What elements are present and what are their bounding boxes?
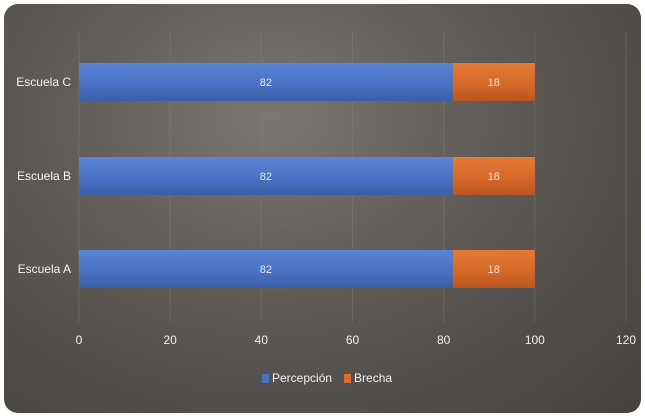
x-tick-label: 0 (76, 333, 83, 347)
stacked-bar-chart: 0 20 40 60 80 100 120 Escuela A 82 18 Escuela B 82 1… (16, 32, 636, 385)
bars (79, 63, 535, 288)
legend-label: Brecha (354, 371, 392, 385)
chart-frame: 0 20 40 60 80 100 120 Escuela A 82 18 Escuela B 82 1… (4, 4, 641, 413)
legend-swatch (262, 374, 269, 383)
x-tick-label: 80 (437, 333, 451, 347)
bar-segment-brecha (452, 157, 535, 195)
data-label: 82 (260, 77, 272, 89)
labels: 0 20 40 60 80 100 120 Escuela A 82 18 Escuela B 82 1… (16, 75, 636, 347)
bar-segment-percepci-n (79, 157, 453, 195)
data-label: 18 (488, 77, 500, 89)
legend-swatch (344, 374, 352, 383)
legend-label: Percepción (272, 371, 332, 385)
bar-segment-brecha (452, 250, 535, 288)
bar-segment-brecha (452, 63, 535, 101)
legend: Percepción Brecha (262, 371, 392, 385)
y-category-label: Escuela B (17, 169, 71, 183)
data-label: 18 (488, 171, 500, 183)
bar-segment-percepci-n (79, 63, 453, 101)
x-tick-label: 100 (525, 333, 545, 347)
data-label: 82 (260, 264, 272, 276)
x-tick-label: 120 (616, 333, 636, 347)
y-category-label: Escuela A (18, 262, 71, 276)
y-category-label: Escuela C (16, 75, 71, 89)
x-tick-label: 40 (255, 333, 269, 347)
data-label: 18 (488, 264, 500, 276)
x-tick-label: 20 (163, 333, 177, 347)
x-tick-label: 60 (346, 333, 360, 347)
data-label: 82 (260, 171, 272, 183)
bar-segment-percepci-n (79, 250, 453, 288)
